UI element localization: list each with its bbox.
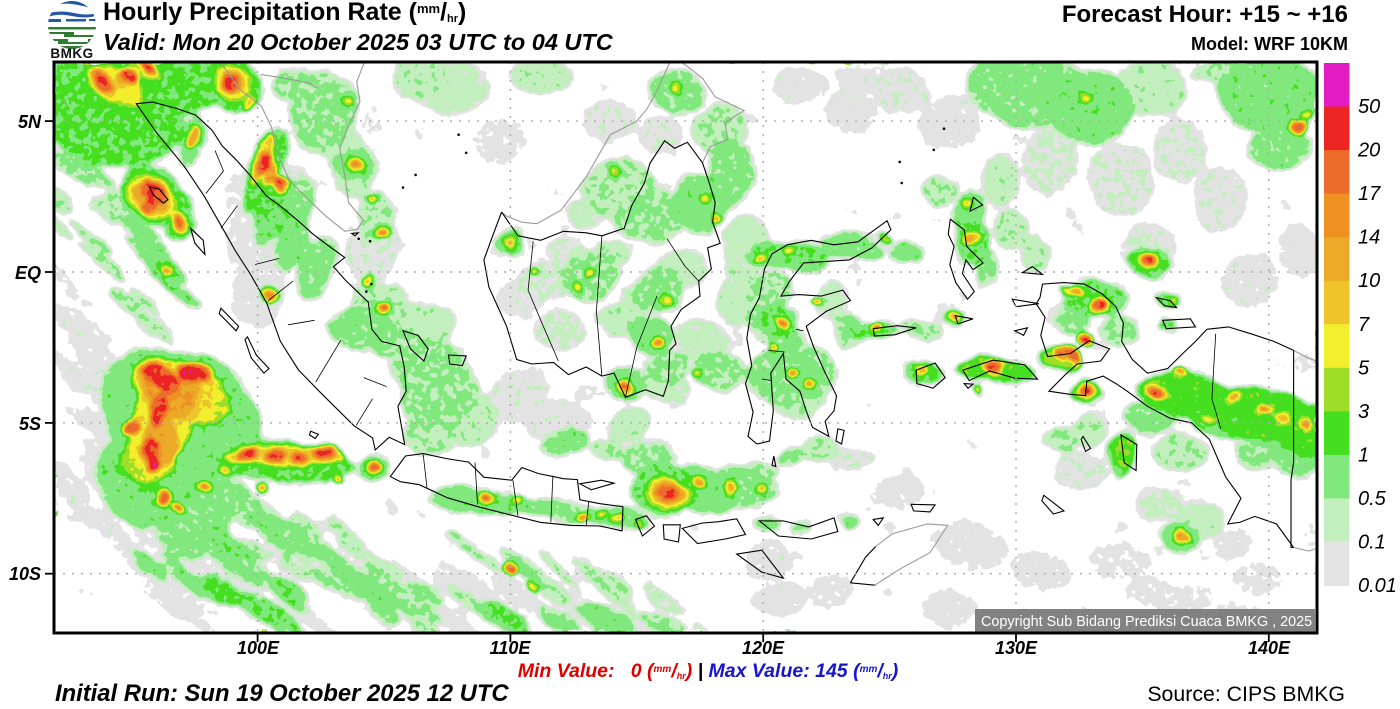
- svg-text:3: 3: [1358, 401, 1369, 423]
- svg-text:20: 20: [1357, 140, 1380, 162]
- svg-text:50: 50: [1358, 96, 1380, 118]
- svg-text:1: 1: [1358, 444, 1369, 466]
- svg-text:Copyright Sub Bidang Prediksi: Copyright Sub Bidang Prediksi Cuaca BMKG…: [981, 614, 1312, 630]
- svg-text:0.01: 0.01: [1358, 575, 1397, 597]
- svg-text:7: 7: [1358, 314, 1370, 336]
- svg-text:10: 10: [1358, 270, 1380, 292]
- svg-text:0.1: 0.1: [1358, 532, 1386, 554]
- svg-text:14: 14: [1358, 227, 1380, 249]
- svg-text:5: 5: [1358, 357, 1370, 379]
- svg-text:BMKG: BMKG: [50, 46, 93, 61]
- svg-text:0.5: 0.5: [1358, 488, 1387, 510]
- svg-text:17: 17: [1358, 183, 1381, 205]
